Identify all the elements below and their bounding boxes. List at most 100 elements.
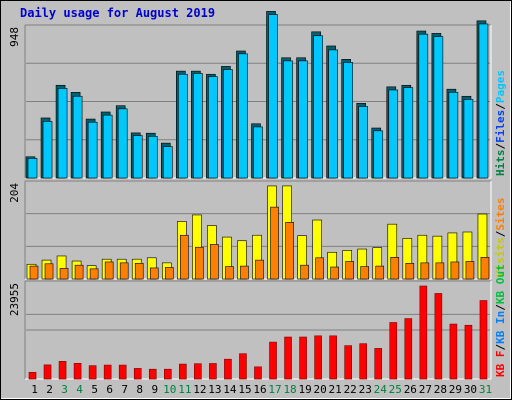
bar-kbytes xyxy=(434,293,443,380)
bar-files xyxy=(298,60,308,179)
x-tick-label: 22 xyxy=(344,383,357,396)
bar-sites xyxy=(345,261,354,280)
bar-kbytes xyxy=(239,353,247,380)
x-tick-label: 4 xyxy=(76,383,83,396)
legend-item: / xyxy=(494,304,507,311)
x-tick-label: 11 xyxy=(178,383,191,396)
bar-kbytes xyxy=(389,322,398,380)
x-tick-label: 24 xyxy=(374,383,388,396)
x-tick-label: 6 xyxy=(106,383,113,396)
x-tick-label: 8 xyxy=(136,383,143,396)
bar-kbytes xyxy=(88,365,97,380)
x-tick-label: 15 xyxy=(238,383,251,396)
bar-kbytes xyxy=(359,343,368,380)
legend: KB F/KB In/KB Out xyxy=(494,264,507,377)
x-tick-label: 9 xyxy=(151,383,158,396)
legend-item: Hits xyxy=(494,150,507,177)
bar-files xyxy=(162,146,173,179)
bar-files xyxy=(223,69,233,179)
bar-kbytes xyxy=(224,358,232,380)
bar-kbytes xyxy=(464,324,473,380)
scale-label: 204 xyxy=(8,183,21,203)
x-tick-label: 18 xyxy=(283,383,296,396)
bar-kbytes xyxy=(344,345,352,380)
bar-kbytes xyxy=(284,336,292,380)
bar-kbytes xyxy=(374,348,383,380)
x-tick-label: 17 xyxy=(268,383,281,396)
bar-sites xyxy=(300,264,309,280)
bar-files xyxy=(358,106,369,179)
x-tick-label: 13 xyxy=(208,383,221,396)
bar-files xyxy=(132,135,143,179)
bar-sites xyxy=(270,206,279,280)
bar-sites xyxy=(435,262,445,280)
bar-sites xyxy=(315,257,324,280)
bar-sites xyxy=(465,261,475,280)
bar-kbytes xyxy=(43,364,52,380)
x-tick-label: 26 xyxy=(404,383,417,396)
bar-sites xyxy=(149,267,159,280)
bar-files xyxy=(253,126,263,179)
bar-sites xyxy=(240,265,249,280)
bar-files xyxy=(478,23,489,179)
bar-files xyxy=(178,73,188,179)
bar-files xyxy=(193,73,203,179)
bar-sites xyxy=(164,267,174,280)
legend-item: KB Out xyxy=(494,264,507,304)
bar-kbytes xyxy=(404,318,413,380)
bar-kbytes xyxy=(479,300,488,380)
x-tick-label: 1 xyxy=(31,383,38,396)
bar-files xyxy=(448,92,459,179)
bar-sites xyxy=(225,266,234,280)
bar-kbytes xyxy=(118,364,127,380)
x-axis-labels: 1 2 3 4 5 6 7 8 9 10 11 12 13 14 15 16 17 18 19 20 21 22 23 24 2… xyxy=(31,383,492,396)
bar-sites xyxy=(390,257,400,280)
x-tick-label: 10 xyxy=(163,383,176,396)
bar-files xyxy=(42,121,53,179)
x-tick-label: 2 xyxy=(46,383,53,396)
legend-item: Sites xyxy=(494,198,507,231)
bar-files xyxy=(27,158,38,179)
bar-kbytes xyxy=(269,341,277,380)
legend-item: KB F xyxy=(494,351,507,378)
bar-files xyxy=(313,35,323,179)
x-tick-label: 12 xyxy=(193,383,206,396)
bar-files xyxy=(268,14,278,179)
x-tick-label: 14 xyxy=(223,383,237,396)
legend-item: / xyxy=(494,344,507,351)
bar-sites xyxy=(360,266,370,280)
x-tick-label: 25 xyxy=(389,383,402,396)
bar-files xyxy=(208,76,218,179)
legend: Hits/Files/Pages xyxy=(494,70,507,176)
bar-kbytes xyxy=(103,364,112,380)
x-tick-label: 21 xyxy=(329,383,342,396)
bar-sites xyxy=(119,262,129,280)
bar-files xyxy=(72,95,83,179)
bar-files xyxy=(87,121,98,179)
bar-sites xyxy=(285,222,294,280)
chart-title: Daily usage for August 2019 xyxy=(20,6,215,20)
bar-kbytes xyxy=(254,366,262,380)
bar-sites xyxy=(195,246,204,280)
bar-sites xyxy=(255,259,264,280)
bar-files xyxy=(328,49,338,179)
bar-kbytes xyxy=(133,368,142,380)
x-tick-label: 28 xyxy=(434,383,447,396)
x-tick-label: 3 xyxy=(61,383,68,396)
legend-item: Visits xyxy=(494,237,507,277)
bar-sites xyxy=(405,263,415,280)
bar-files xyxy=(418,33,429,179)
bar-files xyxy=(388,89,399,179)
x-tick-label: 19 xyxy=(298,383,311,396)
bar-sites xyxy=(375,265,385,280)
bar-files xyxy=(283,60,293,179)
x-tick-label: 23 xyxy=(359,383,372,396)
bar-kbytes xyxy=(419,285,428,380)
bar-files xyxy=(433,36,444,179)
bar-sites xyxy=(89,268,99,280)
bar-files xyxy=(102,114,113,179)
legend-item: / xyxy=(494,143,507,150)
